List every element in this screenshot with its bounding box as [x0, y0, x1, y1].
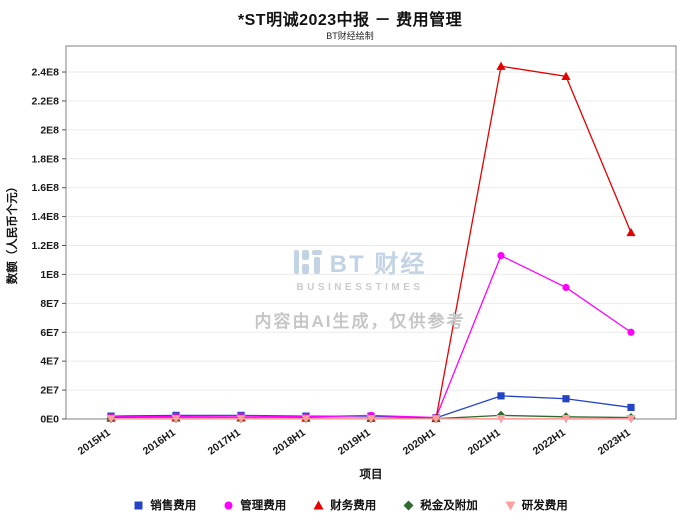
svg-text:0E0: 0E0 — [40, 414, 59, 426]
triangle-up-marker-icon — [313, 500, 324, 509]
svg-text:2019H1: 2019H1 — [336, 427, 373, 458]
svg-text:1.2E8: 1.2E8 — [32, 240, 60, 252]
svg-text:2E7: 2E7 — [40, 385, 59, 397]
svg-text:8E7: 8E7 — [40, 298, 59, 310]
legend: 销售费用 管理费用 财务费用 税金及附加 研发费用 — [0, 497, 700, 513]
legend-item[interactable]: 研发费用 — [504, 497, 568, 513]
legend-label: 销售费用 — [150, 500, 197, 512]
square-marker-icon — [134, 501, 143, 509]
svg-text:1E8: 1E8 — [40, 269, 59, 281]
legend-label: 税金及附加 — [420, 500, 478, 512]
legend-label: 研发费用 — [521, 500, 568, 512]
triangle-down-marker-icon — [505, 501, 516, 510]
svg-text:2017H1: 2017H1 — [206, 427, 243, 458]
diamond-marker-icon — [403, 500, 414, 510]
svg-text:2015H1: 2015H1 — [76, 427, 113, 458]
svg-text:2021H1: 2021H1 — [466, 427, 503, 458]
svg-text:1.4E8: 1.4E8 — [32, 211, 60, 223]
legend-label: 管理费用 — [240, 500, 287, 512]
svg-text:2.4E8: 2.4E8 — [32, 67, 60, 79]
svg-text:项目: 项目 — [360, 467, 383, 481]
legend-item[interactable]: 财务费用 — [312, 497, 376, 513]
svg-text:数额（人民币个元）: 数额（人民币个元） — [5, 181, 19, 285]
svg-text:2016H1: 2016H1 — [141, 427, 178, 458]
svg-text:2023H1: 2023H1 — [596, 427, 633, 458]
svg-text:2022H1: 2022H1 — [531, 427, 568, 458]
chart-subtitle: BT财经绘制 — [326, 31, 374, 41]
svg-text:1.6E8: 1.6E8 — [32, 182, 60, 194]
svg-text:6E7: 6E7 — [40, 327, 59, 339]
svg-text:2020H1: 2020H1 — [401, 427, 438, 458]
chart-area: 0E0 2E7 4E7 6E7 8E7 1E8 1.2E8 1.4E8 1.6E8 1.8E8 2E… — [0, 40, 700, 490]
legend-label: 财务费用 — [330, 500, 377, 512]
legend-item[interactable]: 销售费用 — [132, 497, 196, 513]
legend-item[interactable]: 税金及附加 — [402, 497, 478, 513]
circle-marker-icon — [224, 501, 233, 509]
legend-item[interactable]: 管理费用 — [222, 497, 286, 513]
svg-text:2.2E8: 2.2E8 — [32, 95, 60, 107]
line-chart: 0E0 2E7 4E7 6E7 8E7 1E8 1.2E8 1.4E8 1.6E8 1.8E8 2E… — [5, 45, 677, 481]
svg-text:4E7: 4E7 — [40, 356, 59, 368]
chart-title: *ST明诚2023中报 － 费用管理 — [237, 12, 463, 29]
svg-text:2018H1: 2018H1 — [271, 427, 308, 458]
svg-text:1.8E8: 1.8E8 — [32, 153, 60, 165]
svg-text:2E8: 2E8 — [40, 124, 59, 136]
